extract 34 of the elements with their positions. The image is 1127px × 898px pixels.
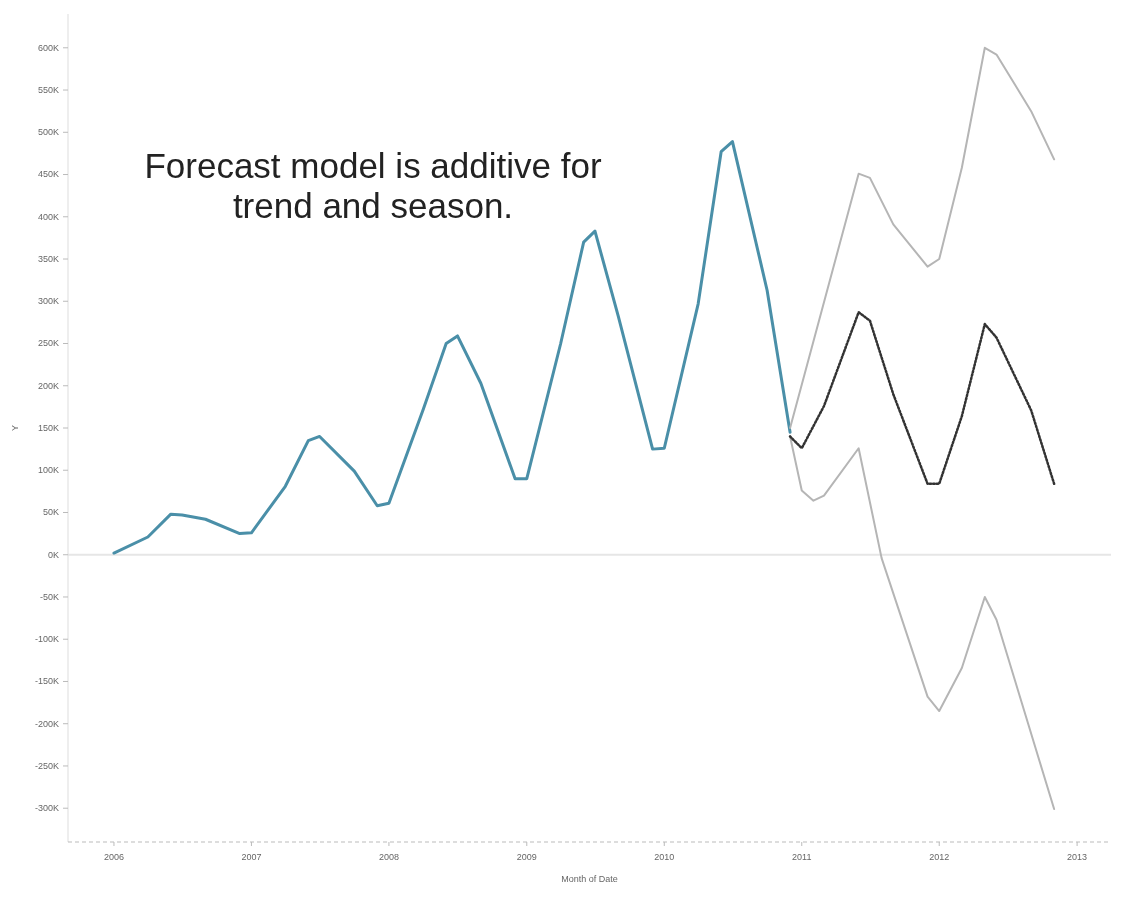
line-series	[788, 311, 1056, 486]
y-tick-label: -200K	[34, 718, 59, 729]
x-tick-label: 2011	[792, 852, 812, 862]
y-tick-label: 50K	[42, 507, 59, 518]
y-tick-label: 300K	[37, 296, 59, 307]
y-tick-label: 550K	[37, 84, 59, 95]
y-tick-label: -50K	[39, 591, 59, 602]
x-tick-label: 2012	[929, 852, 950, 862]
y-tick-label: -150K	[34, 676, 59, 687]
y-tick-label: -250K	[34, 760, 59, 771]
x-tick-label: 2010	[654, 852, 675, 862]
y-tick-label: 400K	[37, 211, 59, 222]
line-series	[789, 46, 1056, 429]
x-tick-label: 2008	[378, 852, 399, 862]
x-axis-title: Month of Date	[561, 874, 618, 884]
y-tick-label: 500K	[37, 127, 59, 138]
y-tick-label: 600K	[37, 42, 59, 53]
y-tick-label: 250K	[37, 338, 59, 349]
x-tick-label: 2006	[103, 852, 124, 862]
y-tick-label: 150K	[37, 422, 59, 433]
y-axis-title: Y	[10, 424, 20, 432]
y-tick-label: 100K	[37, 465, 59, 476]
y-tick-label: -100K	[34, 634, 59, 645]
y-tick-label: 350K	[37, 253, 59, 264]
y-tick-label: 200K	[37, 380, 59, 391]
y-tick-label: 450K	[37, 169, 59, 180]
annotation: Forecast model is additive for trend and season.	[144, 146, 602, 226]
x-tick-label: 2009	[516, 852, 537, 862]
x-tick-label: 2007	[241, 852, 262, 862]
y-tick-label: 0K	[47, 549, 59, 560]
line-series	[112, 140, 792, 555]
y-tick-label: -300K	[34, 803, 59, 814]
x-tick-label: 2013	[1067, 852, 1088, 862]
line-series	[789, 435, 1056, 811]
